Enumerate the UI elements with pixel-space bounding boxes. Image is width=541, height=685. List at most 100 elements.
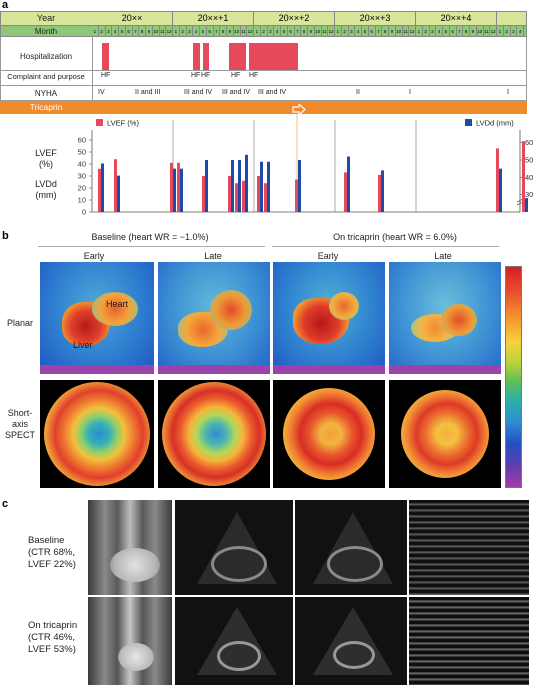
month-cell: 4	[112, 26, 119, 37]
month-cell: 4	[355, 26, 362, 37]
y-tick-label-right: 60	[525, 138, 533, 147]
bar-lvdd	[381, 170, 384, 212]
month-cell: 7	[376, 26, 383, 37]
month-cell: 1	[254, 26, 261, 37]
bar-lvef	[344, 172, 347, 212]
year-cell: 20××+1	[173, 11, 254, 26]
nyha-label: NYHA	[34, 89, 58, 98]
month-cell: 12	[409, 26, 416, 37]
bar-lvdd	[117, 175, 120, 212]
echo-tricaprin-frame-2	[295, 597, 407, 685]
col-late: Late	[204, 251, 222, 261]
bar-lvdd	[245, 154, 248, 212]
month-cell: 11	[241, 26, 248, 37]
month-cell: 1	[497, 26, 504, 37]
bar-lvef	[114, 159, 117, 212]
month-cell: 9	[389, 26, 396, 37]
lvef-lvdd-chart: 60 50 40 30 20 10 0 60 50 40 30 LVEF(%) LVDd(mm) LVEF…	[35, 114, 533, 217]
month-cell: 9	[227, 26, 234, 37]
complaint-hf: HF	[201, 72, 211, 79]
year-cell: 20××	[92, 11, 173, 26]
month-cell: 5	[443, 26, 450, 37]
heart-label: Heart	[106, 299, 129, 309]
month-cell: 1	[173, 26, 180, 37]
bar-lvef	[170, 162, 173, 212]
hospitalization-bar	[249, 43, 298, 70]
panel-letter-b: b	[2, 230, 9, 242]
bar-lvef	[202, 176, 205, 212]
month-row-label: Month	[34, 27, 58, 36]
bar-lvdd	[347, 156, 350, 212]
year-row-label: Year	[36, 13, 56, 23]
y-tick-label: 0	[82, 208, 86, 217]
y-tick-label: 60	[78, 136, 86, 145]
y-tick-label-right: 30	[525, 190, 533, 199]
month-cell: 3	[430, 26, 437, 37]
bar-lvdd	[173, 168, 176, 212]
nyha-class: II and III	[135, 89, 161, 96]
echo-tricaprin-frame-1	[175, 597, 293, 685]
month-cell: 3	[106, 26, 113, 37]
timeline-panel: Year Month 20×× 20××+1 20××+2 20××+3 20××+4 …	[0, 11, 533, 217]
bar-lvef	[177, 162, 180, 212]
y-tick-label: 20	[78, 184, 86, 193]
nyha-class: I	[507, 89, 509, 96]
month-cell: 9	[308, 26, 315, 37]
hospitalization-label: Hospitalization	[19, 52, 73, 61]
bar-lvdd	[298, 160, 301, 212]
month-cell: 9	[470, 26, 477, 37]
month-cell: 5	[119, 26, 126, 37]
month-cell: 10	[477, 26, 484, 37]
bar-lvdd	[260, 161, 263, 212]
month-cell: 8	[463, 26, 470, 37]
bar-lvef	[264, 183, 267, 212]
month-cell: 12	[490, 26, 497, 37]
bar-lvef	[496, 148, 499, 212]
month-cell: 6	[207, 26, 214, 37]
tricaprin-row	[0, 101, 527, 114]
nyha-class: I	[409, 89, 411, 96]
bar-lvef	[257, 176, 260, 212]
month-cell: 12	[328, 26, 335, 37]
ylabel-left: LVEF	[35, 148, 57, 158]
chest-xray-baseline	[88, 500, 172, 595]
month-cell: 7	[133, 26, 140, 37]
bar-lvdd	[180, 168, 183, 212]
month-cell: 5	[362, 26, 369, 37]
nyha-class: III and IV	[258, 89, 287, 96]
bar-lvdd	[238, 160, 241, 212]
month-cell: 4	[274, 26, 281, 37]
bar-lvdd	[231, 160, 234, 212]
y-tick-label-right: 40	[525, 173, 533, 182]
planar-baseline-early: Heart Liver	[40, 262, 154, 374]
bar-lvef	[98, 168, 101, 212]
month-cell: 8	[382, 26, 389, 37]
year-cell: 20××+2	[254, 11, 335, 26]
legend-swatch-lvdd	[465, 119, 472, 126]
nyha-class: III and IV	[222, 89, 251, 96]
row-spect-label: Short-axis SPECT	[4, 408, 35, 440]
arrow-right-icon	[292, 102, 306, 117]
month-cell: 6	[369, 26, 376, 37]
month-cell: 12	[247, 26, 254, 37]
complaint-label: Complaint and purpose	[7, 72, 85, 81]
month-cell: 3	[268, 26, 275, 37]
y-tick-label: 30	[78, 172, 86, 181]
ylabel-left-2-unit: (mm)	[36, 190, 57, 200]
month-cell: 10	[153, 26, 160, 37]
nyha-class: IV	[98, 89, 105, 96]
month-cell: 4	[517, 26, 524, 37]
month-cell: 9	[146, 26, 153, 37]
month-cell: 11	[322, 26, 329, 37]
tricaprin-echo-label: On tricaprin (CTR 46%, LVEF 53%)	[28, 620, 78, 655]
echo-tricaprin-mmode	[409, 597, 529, 685]
complaint-hf: HF	[191, 72, 201, 79]
echo-baseline-frame-2	[295, 500, 407, 595]
planar-tricaprin-early	[273, 262, 385, 374]
month-cell: 1	[416, 26, 423, 37]
panel-letter-c: c	[2, 498, 9, 510]
legend-swatch-lvef	[96, 119, 103, 126]
month-cell: 4	[436, 26, 443, 37]
echo-baseline-mmode	[409, 500, 529, 595]
hospitalization-bar	[102, 43, 109, 70]
